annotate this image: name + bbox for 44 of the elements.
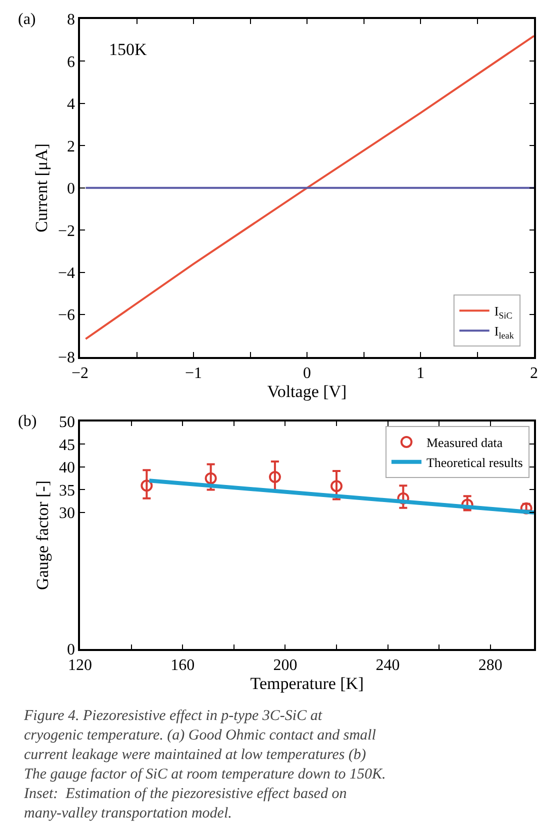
y-tick-label: 8 — [67, 12, 76, 29]
y-tick-label: −8 — [58, 349, 76, 366]
y-tick-label: 4 — [67, 96, 76, 114]
legend-label: I$_{SiC}$ — [494, 304, 512, 320]
x-tick-label: 120 — [68, 656, 92, 674]
x-tick-label: 2 — [530, 364, 538, 382]
x-tick-label: 200 — [273, 656, 298, 674]
y-tick-label: 0 — [67, 180, 76, 198]
y-tick-label: 30 — [59, 505, 76, 522]
x-tick-label: −1 — [184, 364, 202, 382]
point — [204, 472, 217, 484]
annotation: 150K — [109, 40, 148, 59]
caption: Figure 4. Piezoresistive effect in p-type 3C-SiC at cryogenic temperature. (a) Good Ohmic contact and small current leakage were maintained at low temperatures (b) The gauge factor of SiC at room temperature down to 150K. Inset: Estimation of the piezoresistive effect based on many-valley transportation model. — [23, 708, 386, 822]
text: (a) — [18, 11, 36, 28]
point — [140, 480, 153, 492]
y-tick-label: −2 — [58, 222, 76, 240]
point — [330, 480, 342, 492]
y-tick-label: 35 — [59, 482, 76, 500]
point — [461, 498, 474, 511]
point — [397, 492, 410, 504]
legend-label: Measured data — [426, 435, 503, 450]
x-axis-title: Temperature [K] — [250, 674, 364, 693]
y-tick-label: 0 — [67, 642, 76, 659]
point — [520, 502, 532, 514]
text: (b) — [18, 413, 37, 430]
x-tick-label: 1 — [416, 364, 424, 382]
x-tick-label: 280 — [478, 656, 502, 674]
legend-label: Theoretical results — [426, 454, 523, 470]
y-tick-label: 40 — [59, 460, 76, 477]
y-axis-title: Gauge factor [-] — [33, 480, 52, 590]
y-axis-title: Current [μA] — [32, 143, 52, 232]
x-axis-title: Voltage [V] — [267, 382, 347, 401]
y-tick-label: 45 — [59, 436, 76, 454]
point — [268, 470, 281, 483]
x-tick-label: 240 — [376, 656, 400, 674]
x-tick-label: 160 — [170, 656, 195, 674]
y-tick-label: −6 — [58, 307, 76, 324]
legend-label: I$_{leak}$ — [494, 324, 514, 340]
y-tick-label: 50 — [59, 414, 76, 432]
y-tick-label: −4 — [58, 264, 76, 282]
y-tick-label: 6 — [67, 54, 76, 71]
y-tick-label: 2 — [67, 138, 76, 156]
x-tick-label: 0 — [303, 364, 311, 382]
line-series — [84, 34, 534, 340]
